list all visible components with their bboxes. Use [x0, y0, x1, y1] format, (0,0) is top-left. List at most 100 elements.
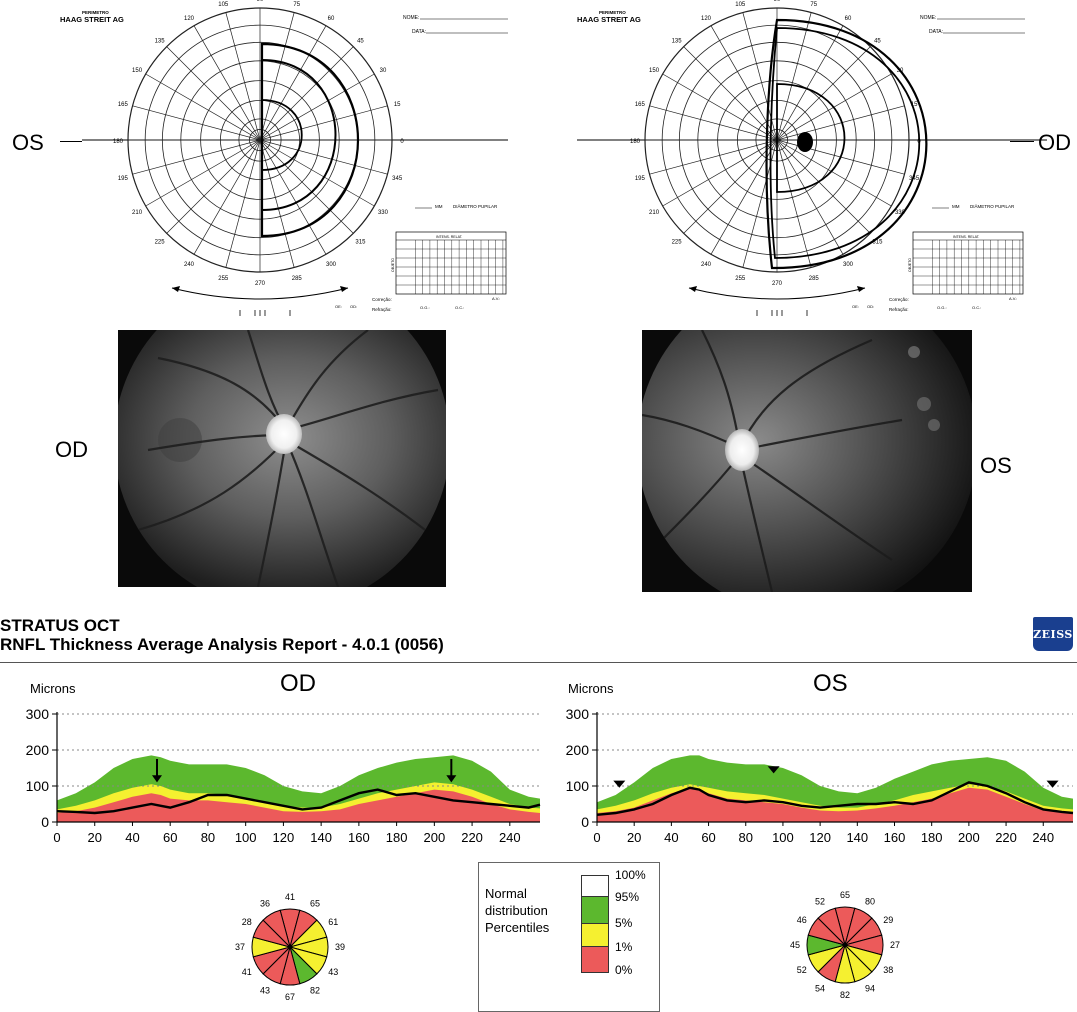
fundus-photo-od: [118, 330, 446, 587]
x-tick-label: 60: [701, 830, 715, 845]
perimetry-angle-label: 135: [155, 39, 166, 45]
rnfl-chart-os: 0 100 200 300 0 20 40 60 80 100 120 140 160 180 200 220…: [566, 706, 1074, 845]
perimetry-radial-line: [710, 25, 778, 141]
perimetry-angle-label: 90: [774, 0, 781, 3]
perimetry-angle-label: 180: [630, 139, 641, 145]
isopter-middle: [261, 58, 337, 212]
perimetry-radial-line: [776, 139, 844, 255]
clock-value: 82: [840, 990, 850, 1000]
perimetry-radial-line: [166, 139, 261, 234]
correcao-label: Correção:: [889, 297, 909, 302]
clock-value: 61: [328, 917, 338, 927]
intensity-grid: [395, 231, 507, 295]
perimetry-angle-label: 30: [380, 68, 387, 74]
perimetry-radial-line: [193, 25, 261, 141]
clock-value: 94: [865, 983, 875, 993]
legend-line-2: distribution: [485, 903, 548, 918]
perimetry-radial-line: [683, 139, 778, 234]
perimetry-radial-line: [225, 12, 261, 141]
x-tick-label: 120: [273, 830, 295, 845]
clock-sector: [262, 909, 291, 949]
perimetry-angle-label: 270: [772, 281, 783, 287]
clock-value: 28: [242, 917, 252, 927]
clock-value: 45: [790, 940, 800, 950]
x-tick-label: 20: [627, 830, 641, 845]
perimetry-date-field: DATA:: [929, 29, 943, 35]
objeto-label: OBJETO: [391, 258, 395, 272]
perimetry-angle-label: 165: [118, 102, 129, 108]
perimetry-radial-line: [776, 139, 871, 234]
perimetry-angle-label: 150: [132, 68, 143, 74]
x-tick-label: 240: [499, 830, 521, 845]
perimetry-brand: HAAG STREIT AG: [577, 15, 641, 24]
perimetry-angle-label: 300: [326, 262, 337, 268]
perimetry-angle-label: 240: [184, 262, 195, 268]
perimetry-chart-left: 90 75 60 45 30 15 0 345 330 315 300 285 270 255 240 225…: [60, 0, 530, 320]
perimetry-radial-line: [259, 139, 295, 268]
clock-value: 43: [328, 967, 338, 977]
perimetry-angle-label: 15: [911, 102, 918, 108]
perimetry-radial-line: [776, 139, 892, 207]
x-tick-label: 140: [846, 830, 868, 845]
perimetry-radial-line: [649, 105, 778, 141]
chart-od-ylabel: Microns: [30, 681, 76, 696]
perimetry-angle-label: 315: [872, 239, 883, 245]
clock-value: 80: [865, 897, 875, 907]
x-tick-label: 80: [201, 830, 215, 845]
clock-value: 38: [883, 965, 893, 975]
y-tick-label: 100: [26, 778, 50, 794]
perimetry-radial-line: [259, 139, 388, 175]
perimetry-radial-line: [132, 105, 261, 141]
legend-line-3: Percentiles: [485, 920, 550, 935]
perimetry-radial-line: [776, 25, 844, 141]
perimetry-radial-line: [259, 105, 388, 141]
perimetry-radial-line: [145, 73, 261, 141]
legend-swatch-white: [581, 875, 609, 896]
perimetry-radial-line: [776, 105, 905, 141]
perimetry-angle-label: 120: [701, 16, 712, 22]
perimetry-angle-label: 255: [735, 276, 746, 282]
blind-spot: [797, 132, 813, 152]
perimetry-angle-label: 270: [255, 281, 266, 287]
clock-chart-od: 41 65 61 39 43 82 67 43 41 37 28 36: [235, 892, 345, 1002]
chart-od-title: OD: [280, 670, 316, 697]
perimetry-radial-line: [649, 139, 778, 175]
oc-label: O.C.:: [972, 305, 981, 310]
x-tick-label: 240: [1032, 830, 1054, 845]
isopter-outer: [260, 42, 360, 238]
perimetry-radial-line: [166, 46, 261, 141]
perimetry-angle-label: 285: [292, 276, 303, 282]
percentile-legend: Normal distribution Percentiles 100% 95%…: [478, 862, 660, 1012]
x-tick-label: 120: [809, 830, 831, 845]
y-tick-label: 300: [26, 706, 50, 722]
perimetry-radial-line: [259, 12, 295, 141]
perimetry-bottom-arc: [688, 287, 866, 300]
perimetry-angle-label: 105: [735, 2, 746, 8]
perimetry-arc-arrow-left: [689, 286, 697, 292]
x-tick-label: 180: [921, 830, 943, 845]
perimetry-radial-line: [662, 139, 778, 207]
perimetry-radial-line: [259, 139, 375, 207]
perimetry-angle-label: 225: [155, 239, 166, 245]
perimetry-angle-label: 45: [874, 39, 881, 45]
od-short-label: OD:: [867, 304, 874, 309]
fundus-photo-os: [642, 330, 972, 592]
perimetry-arc-arrow-right: [340, 286, 348, 292]
perimetry-radial-line: [662, 73, 778, 141]
perimetry-radial-line: [259, 46, 354, 141]
og-label: O.G.:: [420, 305, 430, 310]
clock-value: 67: [285, 992, 295, 1002]
clock-chart-os: 65 80 29 27 38 94 82 54 52 45 46 52: [790, 890, 900, 1000]
legend-line-1: Normal: [485, 886, 527, 901]
legend-pct-95: 95%: [615, 890, 640, 904]
clock-value: 41: [242, 967, 252, 977]
x-tick-label: 40: [664, 830, 678, 845]
y-tick-label: 100: [566, 778, 590, 794]
band-red-0-1: [57, 789, 540, 822]
clock-value: 41: [285, 892, 295, 902]
report-divider: [0, 662, 1077, 663]
perimetry-angle-label: 135: [672, 39, 683, 45]
perimetry-angle-label: 255: [218, 276, 229, 282]
x-tick-label: 20: [88, 830, 102, 845]
perimetry-name-field: NOME:: [403, 15, 419, 21]
